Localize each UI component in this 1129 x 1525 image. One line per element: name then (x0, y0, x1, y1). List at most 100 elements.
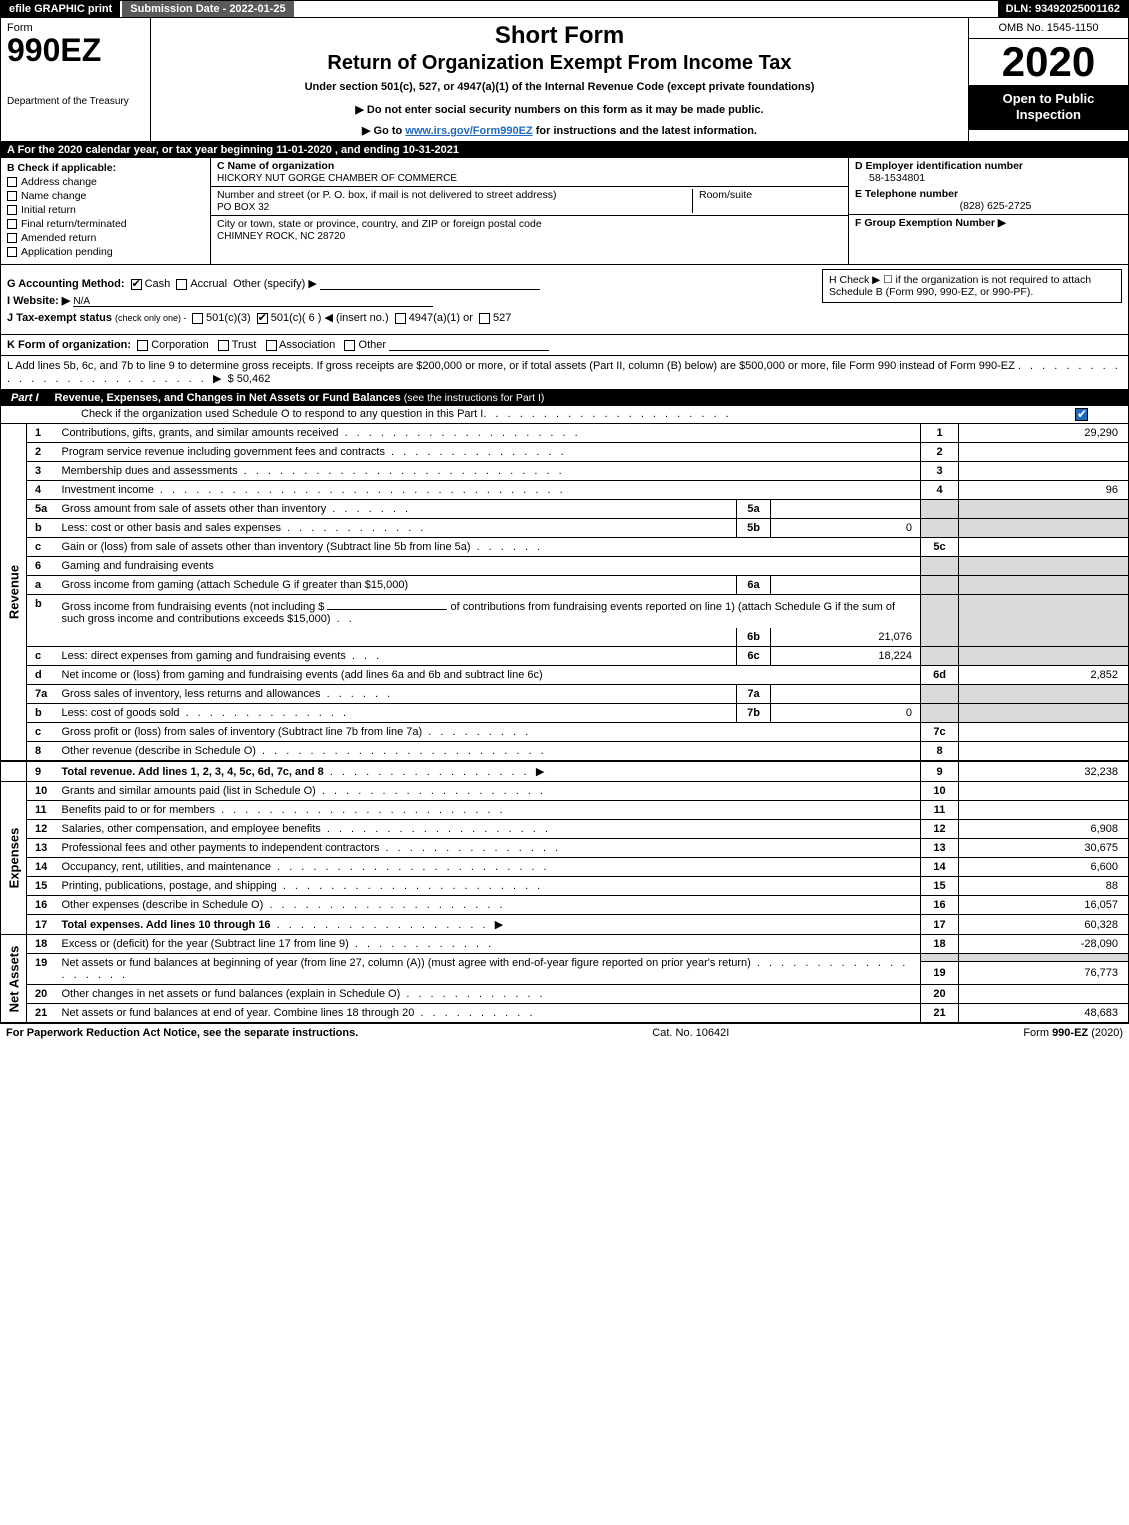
chk-501c3[interactable] (192, 313, 203, 324)
chk-name-change[interactable]: Name change (7, 190, 204, 202)
j-501c: 501(c)( 6 ) ◀ (insert no.) (271, 312, 389, 324)
chk-assoc[interactable] (266, 340, 277, 351)
c-room-label: Room/suite (699, 189, 752, 201)
tax-year: 2020 (969, 39, 1128, 85)
goto-line: ▶ Go to www.irs.gov/Form990EZ for instru… (157, 124, 962, 137)
c-city-label: City or town, state or province, country… (217, 218, 542, 230)
return-title: Return of Organization Exempt From Incom… (157, 52, 962, 75)
g-other-line (320, 278, 540, 290)
l-arrow: ▶ (213, 373, 221, 385)
top-bar: efile GRAPHIC print Submission Date - 20… (0, 0, 1129, 18)
line-11: 11 Benefits paid to or for members . . .… (1, 801, 1129, 820)
e-phone-value: (828) 625-2725 (869, 200, 1122, 212)
efile-label[interactable]: efile GRAPHIC print (1, 1, 120, 17)
revenue-section-label: Revenue (1, 424, 27, 761)
line-8: 8 Other revenue (describe in Schedule O)… (1, 742, 1129, 762)
c-name-row: C Name of organization HICKORY NUT GORGE… (211, 158, 848, 187)
row-k: K Form of organization: Corporation Trus… (0, 335, 1129, 356)
c-city-row: City or town, state or province, country… (211, 216, 848, 264)
short-form-title: Short Form (157, 22, 962, 50)
j-note: (check only one) - (115, 313, 189, 323)
line-4: 4 Investment income . . . . . . . . . . … (1, 481, 1129, 500)
g-other: Other (specify) ▶ (233, 278, 317, 290)
block-b-head: B Check if applicable: (7, 162, 204, 174)
page-footer: For Paperwork Reduction Act Notice, see … (0, 1023, 1129, 1042)
goto-post: for instructions and the latest informat… (533, 125, 757, 137)
header-left: Form 990EZ Department of the Treasury (1, 18, 151, 141)
line-17: 17 Total expenses. Add lines 10 through … (1, 915, 1129, 935)
line-6d: d Net income or (loss) from gaming and f… (1, 666, 1129, 685)
line-7a: 7a Gross sales of inventory, less return… (1, 685, 1129, 704)
header-middle: Short Form Return of Organization Exempt… (151, 18, 968, 141)
i-label: I Website: ▶ (7, 295, 70, 307)
e-phone: E Telephone number (828) 625-2725 (849, 186, 1128, 214)
chk-amended-return[interactable]: Amended return (7, 232, 204, 244)
k-other-line (389, 339, 549, 351)
chk-527[interactable] (479, 313, 490, 324)
j-label: J Tax-exempt status (7, 312, 112, 324)
f-group-exemption: F Group Exemption Number ▶ (849, 215, 1128, 231)
chk-cash[interactable] (131, 279, 142, 290)
l-amount: $ 50,462 (228, 373, 271, 385)
chk-corp[interactable] (137, 340, 148, 351)
line-21: 21 Net assets or fund balances at end of… (1, 1004, 1129, 1023)
line-5b: b Less: cost or other basis and sales ex… (1, 519, 1129, 538)
chk-final-return[interactable]: Final return/terminated (7, 218, 204, 230)
i-website-line: N/A (73, 295, 433, 307)
dln-label: DLN: 93492025001162 (998, 1, 1128, 17)
chk-accrual[interactable] (176, 279, 187, 290)
part-i-sub-text: Check if the organization used Schedule … (81, 408, 483, 421)
c-name-label: C Name of organization (217, 160, 334, 172)
part-i-note: (see the instructions for Part I) (404, 392, 545, 404)
c-addr-value: PO BOX 32 (217, 202, 269, 213)
form-header: Form 990EZ Department of the Treasury Sh… (0, 18, 1129, 142)
chk-other[interactable] (344, 340, 355, 351)
line-18: Net Assets 18 Excess or (deficit) for th… (1, 935, 1129, 954)
line-7b: b Less: cost of goods sold . . . . . . .… (1, 704, 1129, 723)
line-7c: c Gross profit or (loss) from sales of i… (1, 723, 1129, 742)
line-15: 15 Printing, publications, postage, and … (1, 877, 1129, 896)
block-b: B Check if applicable: Address change Na… (1, 158, 211, 264)
line-2: 2 Program service revenue including gove… (1, 443, 1129, 462)
k-corp: Corporation (151, 339, 208, 351)
k-other: Other (359, 339, 387, 351)
footer-left: For Paperwork Reduction Act Notice, see … (6, 1027, 358, 1039)
row-j: J Tax-exempt status (check only one) - 5… (7, 311, 1122, 324)
j-501c3: 501(c)(3) (206, 312, 251, 324)
line-6c: c Less: direct expenses from gaming and … (1, 647, 1129, 666)
line-6b: b Gross income from fundraising events (… (1, 595, 1129, 629)
line-10: Expenses 10 Grants and similar amounts p… (1, 782, 1129, 801)
dept-treasury: Department of the Treasury (7, 96, 144, 107)
k-label: K Form of organization: (7, 339, 131, 351)
chk-initial-return[interactable]: Initial return (7, 204, 204, 216)
c-addr-row: Number and street (or P. O. box, if mail… (211, 187, 848, 216)
line-9: 9 Total revenue. Add lines 1, 2, 3, 4, 5… (1, 761, 1129, 782)
chk-address-change[interactable]: Address change (7, 176, 204, 188)
subtitle: Under section 501(c), 527, or 4947(a)(1)… (157, 81, 962, 93)
line-13: 13 Professional fees and other payments … (1, 839, 1129, 858)
footer-cat-no: Cat. No. 10642I (652, 1027, 729, 1039)
chk-trust[interactable] (218, 340, 229, 351)
chk-4947[interactable] (395, 313, 406, 324)
c-city-value: CHIMNEY ROCK, NC 28720 (217, 231, 345, 242)
expenses-section-label: Expenses (1, 782, 27, 935)
line-20: 20 Other changes in net assets or fund b… (1, 985, 1129, 1004)
row-l: L Add lines 5b, 6c, and 7b to line 9 to … (0, 356, 1129, 390)
chk-501c[interactable] (257, 313, 268, 324)
line-1: Revenue 1 Contributions, gifts, grants, … (1, 424, 1129, 443)
block-def: D Employer identification number 58-1534… (848, 158, 1128, 264)
line-a: A For the 2020 calendar year, or tax yea… (0, 142, 1129, 158)
irs-link[interactable]: www.irs.gov/Form990EZ (405, 125, 532, 137)
footer-right: Form 990-EZ (2020) (1023, 1027, 1123, 1039)
part-i-checkbox[interactable] (1075, 408, 1088, 421)
chk-application-pending[interactable]: Application pending (7, 246, 204, 258)
j-527: 527 (493, 312, 511, 324)
d-ein-label: D Employer identification number (855, 160, 1023, 172)
submission-date: Submission Date - 2022-01-25 (120, 1, 293, 17)
c-name-value: HICKORY NUT GORGE CHAMBER OF COMMERCE (217, 173, 457, 184)
k-assoc: Association (279, 339, 335, 351)
c-addr-label: Number and street (or P. O. box, if mail… (217, 189, 556, 201)
open-to-public: Open to Public Inspection (969, 85, 1128, 130)
line-19a: 19 Net assets or fund balances at beginn… (1, 954, 1129, 962)
lines-table: Revenue 1 Contributions, gifts, grants, … (0, 424, 1129, 1023)
